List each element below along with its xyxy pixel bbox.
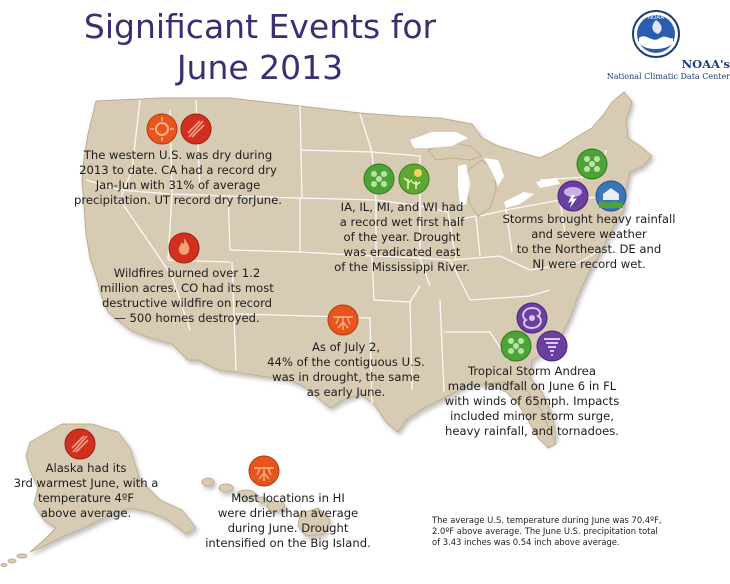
- severe-storm-icon: [557, 180, 589, 212]
- alaska-warm-text: Alaska had its 3rd warmest June, with a …: [13, 461, 159, 520]
- hawaii-drought-text: Most locations in HI were drier than ave…: [205, 491, 371, 550]
- warm-thermometer-icon: [64, 428, 96, 460]
- tornado-icon: [536, 330, 568, 362]
- florida-landmass: [485, 381, 557, 449]
- alaska-landmass: [25, 423, 197, 553]
- wet-rain-icon: [363, 163, 395, 195]
- midwest-wet-text: IA, IL, MI, and WI had a record wet firs…: [334, 200, 470, 274]
- wet-rain-icon-northeast: [576, 148, 608, 180]
- wildfires-text: Wildfires burned over 1.2 million acres.…: [100, 266, 274, 325]
- drought-roots-icon-hawaii: [248, 455, 280, 487]
- tropical-storm-andrea-text: Tropical Storm Andrea made landfall on J…: [444, 364, 620, 438]
- flood-icon: [595, 180, 627, 212]
- northeast-storms-text: Storms brought heavy rainfall and severe…: [502, 212, 676, 271]
- lake-michigan: [458, 164, 470, 206]
- svg-text:NOAA: NOAA: [648, 15, 664, 21]
- wet-crops-icon: [398, 163, 430, 195]
- national-summary-footnote: The average U.S. temperature during June…: [432, 515, 662, 547]
- hurricane-icon: [516, 302, 548, 334]
- lake-ontario: [536, 178, 560, 188]
- aleutian-islands: [0, 553, 28, 567]
- noaa-logo: NOAA: [632, 10, 680, 58]
- drought-extent-text: As of July 2, 44% of the contiguous U.S.…: [267, 340, 425, 399]
- state-boundaries: [85, 99, 613, 405]
- wet-rain-icon-southeast: [500, 330, 532, 362]
- title-line-2: June 2013: [176, 48, 344, 87]
- drought-sun-icon: [146, 113, 178, 145]
- page-title: Significant Events for June 2013: [60, 6, 460, 88]
- lake-erie: [504, 192, 534, 208]
- lake-superior: [410, 132, 468, 148]
- noaa-name: NOAA's: [681, 57, 730, 71]
- drought-roots-icon: [327, 304, 359, 336]
- wildfire-icon: [168, 232, 200, 264]
- lake-huron: [484, 158, 504, 186]
- hawaii-islands: [201, 477, 331, 537]
- noaa-subtitle: National Climatic Data Center: [606, 72, 730, 81]
- west-dry-text: The western U.S. was dry during 2013 to …: [74, 148, 282, 207]
- title-line-1: Significant Events for: [83, 7, 437, 46]
- dry-thermometer-icon: [180, 113, 212, 145]
